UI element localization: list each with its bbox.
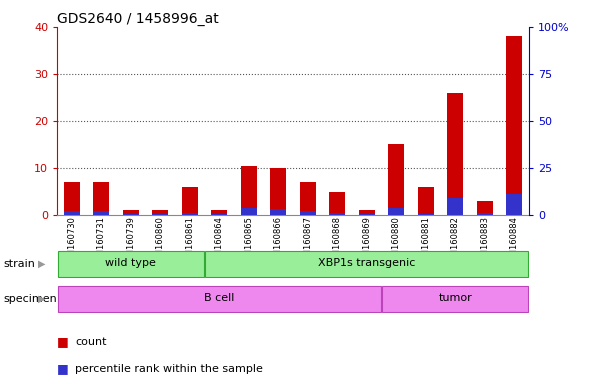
Bar — [270, 168, 286, 215]
Bar — [240, 166, 257, 215]
Bar — [418, 187, 434, 215]
Bar — [477, 201, 493, 215]
Text: specimen: specimen — [3, 293, 56, 304]
Bar — [182, 213, 198, 215]
Bar — [152, 210, 168, 215]
Bar — [506, 36, 522, 215]
Bar — [329, 213, 346, 215]
Text: GDS2640 / 1458996_at: GDS2640 / 1458996_at — [57, 12, 219, 25]
Bar — [240, 207, 257, 215]
Bar — [506, 194, 522, 215]
Text: wild type: wild type — [105, 258, 156, 268]
Bar — [447, 198, 463, 215]
Bar — [93, 182, 109, 215]
Bar — [447, 93, 463, 215]
Text: ▶: ▶ — [38, 293, 45, 304]
Bar — [205, 251, 528, 277]
Text: percentile rank within the sample: percentile rank within the sample — [75, 364, 263, 374]
Bar — [388, 207, 404, 215]
Text: ▶: ▶ — [38, 259, 45, 269]
Bar — [329, 192, 346, 215]
Bar — [270, 209, 286, 215]
Bar — [418, 214, 434, 215]
Bar — [58, 251, 204, 277]
Bar — [388, 144, 404, 215]
Text: strain: strain — [3, 259, 35, 269]
Bar — [64, 182, 80, 215]
Bar — [300, 182, 316, 215]
Bar — [123, 214, 139, 215]
Bar — [123, 210, 139, 215]
Text: count: count — [75, 337, 106, 347]
Bar — [382, 286, 528, 311]
Bar — [211, 214, 227, 215]
Bar — [58, 286, 381, 311]
Bar — [93, 211, 109, 215]
Bar — [64, 211, 80, 215]
Text: XBP1s transgenic: XBP1s transgenic — [318, 258, 415, 268]
Bar — [359, 210, 375, 215]
Bar — [300, 211, 316, 215]
Text: B cell: B cell — [204, 293, 234, 303]
Bar — [211, 210, 227, 215]
Bar — [182, 187, 198, 215]
Bar — [152, 214, 168, 215]
Bar — [359, 214, 375, 215]
Text: ■: ■ — [57, 335, 69, 348]
Text: tumor: tumor — [438, 293, 472, 303]
Bar — [477, 213, 493, 215]
Text: ■: ■ — [57, 362, 69, 375]
